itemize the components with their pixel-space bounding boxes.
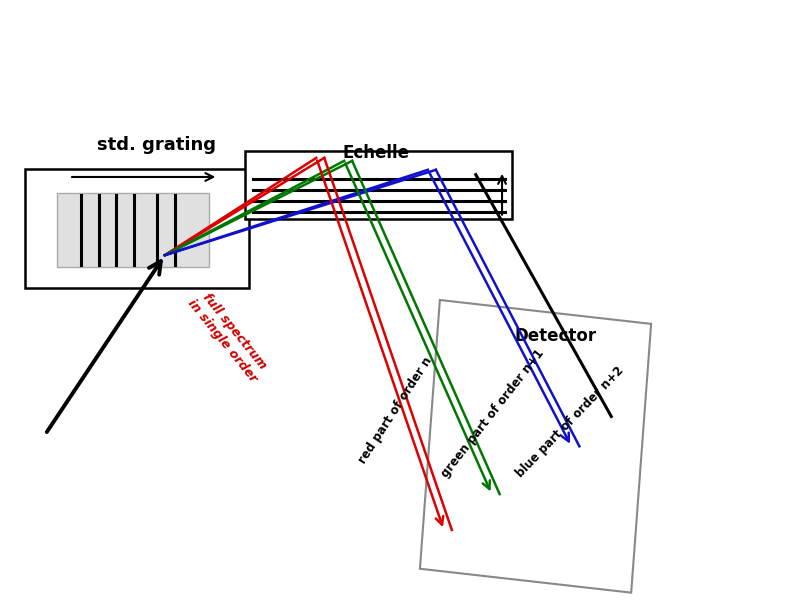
Text: blue part of order n+2: blue part of order n+2	[514, 364, 626, 481]
Text: Detector: Detector	[514, 327, 597, 345]
Text: red part of order n: red part of order n	[356, 355, 434, 466]
Bar	[245, 151, 512, 220]
Bar	[26, 169, 249, 288]
Text: full spectrum
in single order: full spectrum in single order	[186, 287, 272, 385]
Text: green part of order n+1: green part of order n+1	[438, 347, 546, 480]
Polygon shape	[420, 300, 651, 593]
Bar	[57, 193, 209, 267]
Text: std. grating: std. grating	[98, 136, 216, 154]
Text: Echelle: Echelle	[342, 143, 410, 161]
